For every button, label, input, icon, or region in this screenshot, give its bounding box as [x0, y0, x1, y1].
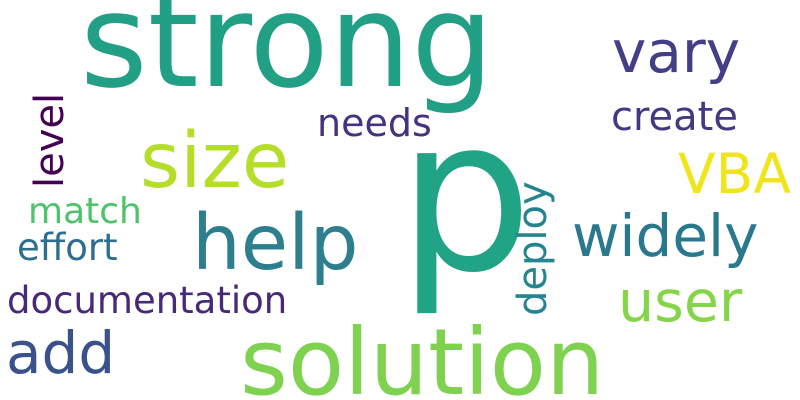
word-add: add [6, 319, 116, 387]
word-effort: effort [17, 226, 118, 269]
word-deploy: deploy [510, 181, 556, 316]
word-p: p [398, 72, 533, 319]
word-needs: needs [317, 101, 432, 145]
word-strong: strong [80, 0, 494, 117]
word-match: match [28, 191, 142, 232]
word-create: create [611, 94, 738, 140]
word-size: size [140, 117, 290, 206]
word-vary: vary [612, 18, 741, 86]
word-level: level [27, 92, 73, 188]
word-user: user [618, 269, 743, 335]
word-VBA: VBA [678, 142, 791, 206]
word-help: help [192, 199, 359, 288]
word-solution: solution [240, 309, 605, 400]
word-widely: widely [572, 202, 759, 270]
word-documentation: documentation [7, 279, 288, 322]
